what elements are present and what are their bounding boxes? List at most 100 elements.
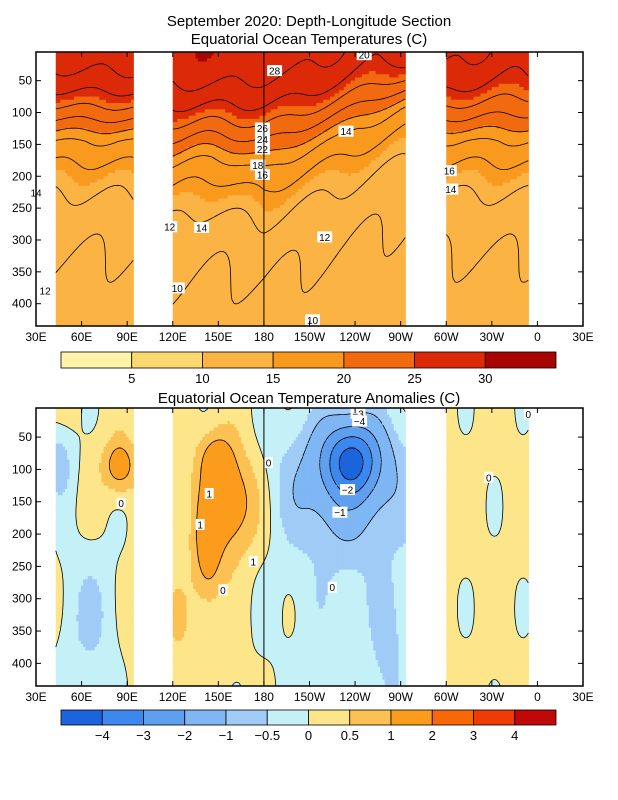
heatmap-cell [105, 102, 109, 107]
heatmap-cell [64, 246, 68, 251]
heatmap-cell [80, 102, 84, 107]
heatmap-cell [117, 233, 121, 238]
heatmap-cell [115, 214, 118, 219]
heatmap-cell [67, 96, 71, 101]
heatmap-cell [92, 176, 96, 181]
heatmap-cell [85, 166, 89, 171]
heatmap-cell [85, 198, 89, 203]
heatmap-cell [128, 249, 132, 254]
heatmap-cell [110, 150, 114, 155]
heatmap-cell [103, 55, 107, 59]
heatmap-cell [130, 239, 134, 244]
heatmap-cell [110, 211, 114, 216]
heatmap-cell [92, 179, 96, 184]
heatmap-cell [121, 236, 125, 241]
heatmap-cell [103, 169, 107, 174]
heatmap-cell [105, 243, 109, 247]
heatmap-cell [103, 134, 107, 139]
heatmap-cell [130, 185, 134, 190]
heatmap-cell [124, 153, 128, 158]
heatmap-cell [73, 131, 77, 136]
heatmap-cell [89, 71, 93, 75]
heatmap-cell [55, 198, 59, 203]
heatmap-cell [110, 239, 114, 244]
heatmap-cell [121, 55, 125, 59]
heatmap-cell [115, 141, 118, 145]
heatmap-cell [80, 61, 84, 66]
heatmap-cell [108, 214, 112, 219]
heatmap-cell [92, 109, 96, 114]
heatmap-cell [124, 64, 128, 69]
heatmap-cell [73, 204, 77, 209]
heatmap-cell [87, 198, 91, 203]
heatmap-cell [69, 80, 73, 85]
heatmap-cell [103, 217, 107, 222]
heatmap-cell [130, 74, 134, 79]
heatmap-cell [78, 83, 82, 88]
heatmap-cell [87, 173, 91, 177]
heatmap-cell [73, 201, 77, 206]
heatmap-cell [78, 224, 82, 228]
heatmap-cell [76, 246, 80, 251]
heatmap-cell [103, 166, 107, 171]
heatmap-cell [99, 122, 102, 126]
heatmap-cell [83, 252, 86, 257]
heatmap-cell [73, 64, 77, 69]
heatmap-cell [117, 182, 121, 187]
heatmap-cell [119, 163, 123, 168]
heatmap-cell [55, 93, 59, 98]
heatmap-cell [73, 239, 77, 244]
heatmap-cell [69, 169, 73, 174]
heatmap-cell [73, 157, 77, 161]
heatmap-cell [58, 61, 61, 66]
heatmap-cell [101, 102, 105, 107]
heatmap-cell [83, 185, 86, 190]
heatmap-cell [83, 195, 86, 200]
heatmap-cell [85, 93, 89, 98]
heatmap-cell [124, 192, 128, 196]
heatmap-cell [119, 220, 123, 225]
heatmap-cell [92, 96, 96, 101]
heatmap-cell [85, 224, 89, 228]
heatmap-cell [119, 122, 123, 126]
heatmap-cell [85, 176, 89, 181]
heatmap-cell [110, 214, 114, 219]
heatmap-cell [130, 166, 134, 171]
heatmap-cell [62, 109, 66, 114]
heatmap-cell [110, 80, 114, 85]
heatmap-cell [130, 61, 134, 66]
heatmap-cell [126, 224, 130, 228]
heatmap-cell [126, 118, 130, 123]
heatmap-cell [108, 122, 112, 126]
heatmap-cell [67, 61, 71, 66]
heatmap-cell [92, 236, 96, 241]
heatmap-cell [124, 220, 128, 225]
heatmap-cell [78, 173, 82, 177]
heatmap-cell [87, 64, 91, 69]
heatmap-cell [103, 102, 107, 107]
heatmap-cell [71, 58, 75, 63]
heatmap-cell [87, 112, 91, 117]
heatmap-cell [117, 217, 121, 222]
heatmap-cell [58, 179, 61, 184]
heatmap-cell [119, 80, 123, 85]
heatmap-cell [112, 163, 116, 168]
heatmap-cell [55, 195, 59, 200]
heatmap-cell [58, 169, 61, 174]
heatmap-cell [103, 233, 107, 238]
heatmap-cell [126, 128, 130, 133]
heatmap-cell [110, 236, 114, 241]
heatmap-cell [112, 90, 116, 95]
heatmap-cell [64, 131, 68, 136]
heatmap-cell [73, 217, 77, 222]
heatmap-cell [83, 176, 86, 181]
heatmap-cell [105, 182, 109, 187]
heatmap-cell [89, 227, 93, 232]
heatmap-cell [117, 58, 121, 63]
heatmap-cell [64, 128, 68, 133]
heatmap-cell [101, 230, 105, 235]
heatmap-cell [55, 77, 59, 82]
heatmap-cell [85, 249, 89, 254]
heatmap-cell [83, 118, 86, 123]
heatmap-cell [121, 163, 125, 168]
